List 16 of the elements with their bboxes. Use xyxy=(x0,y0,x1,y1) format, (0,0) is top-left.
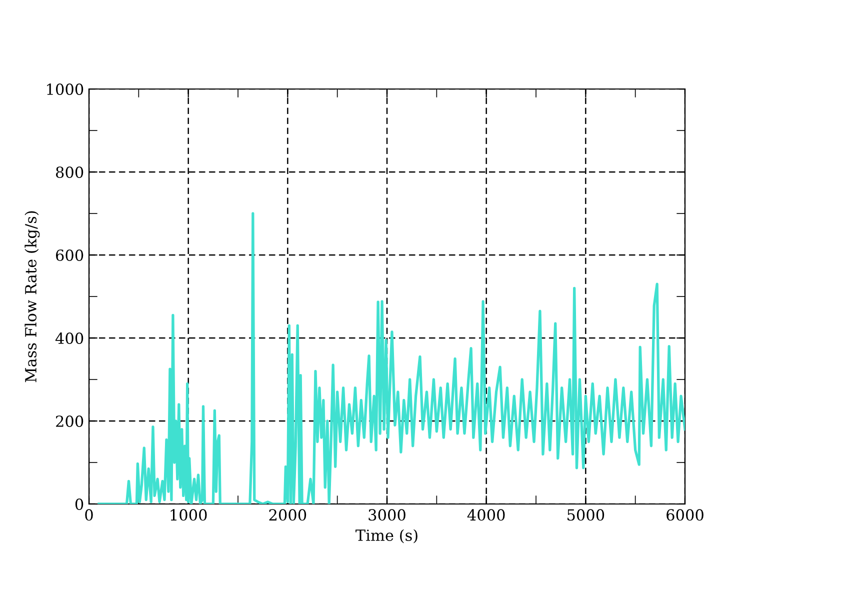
x-tick-label: 2000 xyxy=(269,509,306,521)
x-tick-label: 3000 xyxy=(368,509,406,521)
x-tick-label: 5000 xyxy=(568,509,604,521)
y-tick-label: 1000 xyxy=(47,83,84,96)
y-tick-label: 200 xyxy=(56,415,84,428)
line-series xyxy=(98,212,685,504)
x-axis-title: Time (s) xyxy=(356,529,418,544)
y-tick-label: 400 xyxy=(55,332,84,344)
y-tick-label: 0 xyxy=(75,498,84,510)
x-tick-label: 1000 xyxy=(170,509,207,521)
y-tick-label: 600 xyxy=(56,249,84,262)
y-tick-label: 800 xyxy=(56,166,84,178)
x-tick-label: 0 xyxy=(85,509,93,521)
y-axis-title: Mass Flow Rate (kg/s) xyxy=(24,211,40,382)
x-tick-label: 4000 xyxy=(467,509,505,521)
x-tick-label: 6000 xyxy=(666,509,704,521)
